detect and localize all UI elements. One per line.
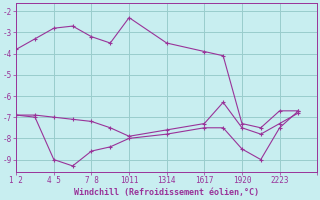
X-axis label: Windchill (Refroidissement éolien,°C): Windchill (Refroidissement éolien,°C): [74, 188, 259, 197]
